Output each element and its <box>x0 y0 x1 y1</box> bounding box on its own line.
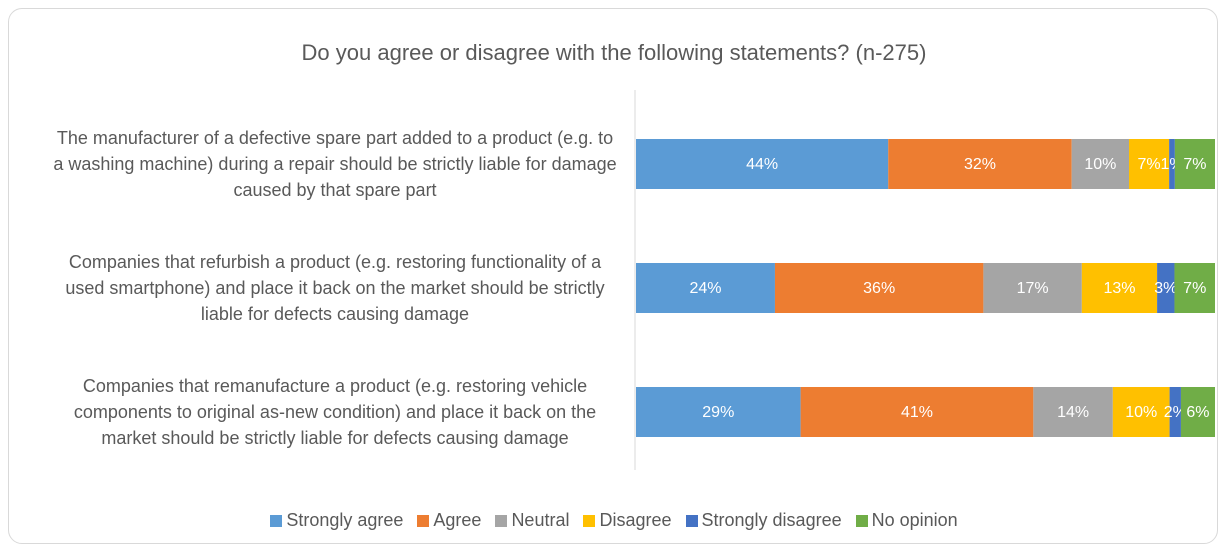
bar-segment <box>1033 387 1113 437</box>
bar-segment <box>1157 263 1175 313</box>
legend-item: Agree <box>417 510 481 531</box>
legend-label: Strongly disagree <box>701 510 842 530</box>
category-label: Companies that refurbish a product (e.g.… <box>65 252 605 324</box>
bar-segment <box>800 387 1034 437</box>
legend-label: Disagree <box>599 510 672 530</box>
bar-segment <box>636 387 801 437</box>
legend-label: No opinion <box>871 510 958 530</box>
data-label: 24% <box>689 280 721 297</box>
data-label: 10% <box>1125 404 1157 421</box>
chart-title: Do you agree or disagree with the follow… <box>301 40 927 65</box>
bar-segment <box>1112 387 1170 437</box>
legend-item: Strongly agree <box>270 510 403 531</box>
legend-swatch <box>583 514 596 527</box>
chart-frame <box>8 8 1218 544</box>
data-label: 6% <box>1186 404 1209 421</box>
bar-segment <box>636 139 889 189</box>
data-label: 13% <box>1103 280 1135 297</box>
data-label: 7% <box>1183 280 1206 297</box>
legend-swatch <box>417 514 430 527</box>
bar-segment <box>983 263 1082 313</box>
bar-segment <box>636 263 775 313</box>
bar-segment <box>774 263 984 313</box>
data-label: 17% <box>1017 280 1049 297</box>
legend-item: Disagree <box>583 510 672 531</box>
data-label: 10% <box>1084 156 1116 173</box>
bar-segment <box>1129 139 1170 189</box>
data-label: 36% <box>863 280 895 297</box>
bar-segment <box>1174 139 1215 189</box>
legend-item: Neutral <box>495 510 569 531</box>
legend-label: Agree <box>433 510 482 530</box>
bar-segment <box>1169 387 1181 437</box>
legend-swatch <box>495 514 508 527</box>
category-label: Companies that remanufacture a product (… <box>73 376 597 448</box>
legend: Strongly agree Agree Neutral Disagree Strong… <box>0 510 1228 531</box>
data-label: 7% <box>1183 156 1206 173</box>
legend-swatch <box>685 514 698 527</box>
legend-label: Strongly agree <box>286 510 404 530</box>
bar-segment <box>1174 263 1215 313</box>
legend-item: Strongly disagree <box>685 510 842 531</box>
data-label: 14% <box>1057 404 1089 421</box>
bar-segment <box>1169 139 1175 189</box>
legend-item: No opinion <box>855 510 958 531</box>
data-label: 7% <box>1138 156 1161 173</box>
data-label: 32% <box>964 156 996 173</box>
legend-label: Neutral <box>511 510 570 530</box>
legend-swatch <box>270 514 283 527</box>
category-label: The manufacturer of a defective spare pa… <box>53 128 617 200</box>
bar-segment <box>1071 139 1130 189</box>
bar-segment <box>1180 387 1215 437</box>
data-label: 3% <box>1154 280 1177 297</box>
bar-segment <box>1081 263 1158 313</box>
data-label: 44% <box>746 156 778 173</box>
data-label: 41% <box>901 404 933 421</box>
data-label: 29% <box>702 404 734 421</box>
legend-swatch <box>855 514 868 527</box>
bar-segment <box>888 139 1072 189</box>
